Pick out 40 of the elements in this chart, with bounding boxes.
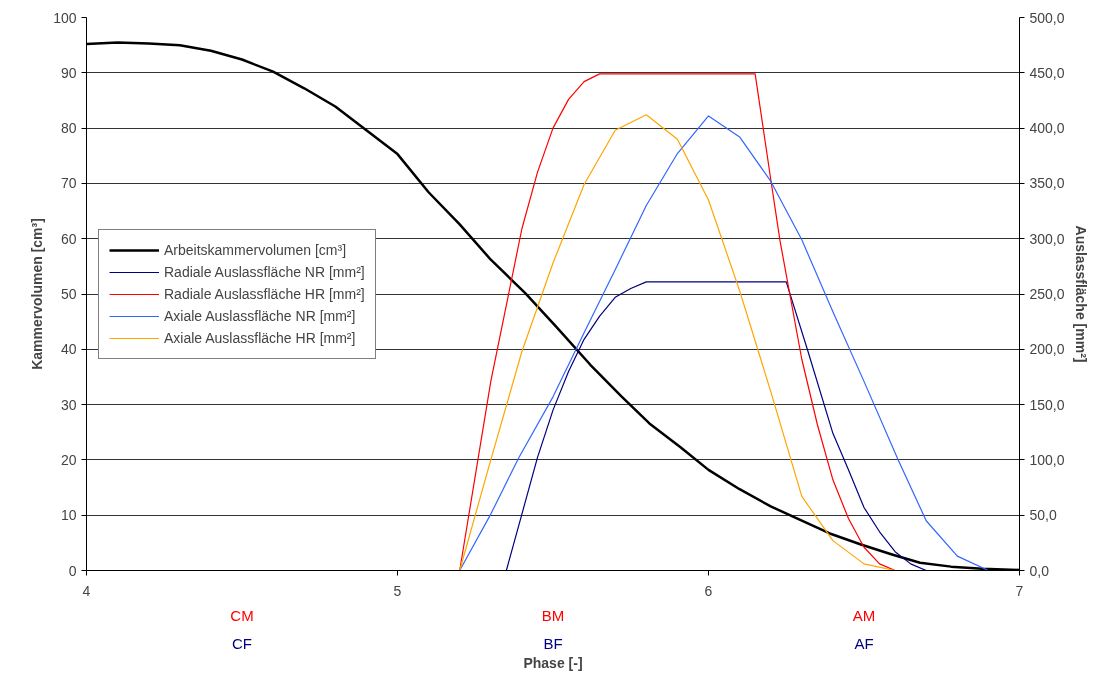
legend-label: Axiale Auslassfläche NR [mm²] — [164, 306, 356, 326]
y-tick-label: 60 — [60, 230, 77, 247]
text: BF — [543, 634, 563, 652]
text: AM — [852, 606, 876, 624]
x-tick-label: 4 — [82, 582, 91, 599]
y2-tick-label: 150,0 — [1029, 396, 1065, 413]
text: CM — [230, 606, 254, 624]
y-tick-label: 100 — [53, 9, 77, 26]
y-tick-label: 0 — [68, 562, 77, 579]
y-tick-label: 20 — [60, 451, 77, 468]
y2-tick-label: 500,0 — [1029, 9, 1065, 26]
y-tick-label: 90 — [60, 64, 77, 81]
text: CF — [232, 634, 252, 652]
x-tick-label: 6 — [704, 582, 713, 599]
y2-tick-label: 400,0 — [1029, 120, 1065, 137]
y-tick-label: 80 — [60, 120, 77, 137]
y-axis-title: Kammervolumen [cm³] — [29, 218, 46, 370]
legend-label: Axiale Auslassfläche HR [mm²] — [164, 328, 356, 348]
y-tick-label: 30 — [60, 396, 77, 413]
y-tick-label: 70 — [60, 175, 77, 192]
y2-tick-label: 50,0 — [1029, 507, 1057, 524]
y2-tick-label: 0,0 — [1029, 562, 1050, 579]
x-tick-label: 5 — [393, 582, 402, 599]
y2-tick-label: 350,0 — [1029, 175, 1065, 192]
text: BM — [541, 606, 565, 624]
legend-label: Radiale Auslassfläche HR [mm²] — [164, 284, 365, 304]
x-tick-label: 7 — [1015, 582, 1024, 599]
text: AF — [854, 634, 874, 652]
y2-tick-label: 300,0 — [1029, 230, 1065, 247]
x-axis-title: Phase [-] — [523, 654, 583, 671]
legend-label: Radiale Auslassfläche NR [mm²] — [164, 262, 365, 282]
legend-label: Arbeitskammervolumen [cm³] — [164, 240, 347, 260]
y2-tick-label: 100,0 — [1029, 451, 1065, 468]
y2-tick-label: 450,0 — [1029, 64, 1065, 81]
y2-tick-label: 200,0 — [1029, 341, 1065, 358]
y-tick-label: 10 — [60, 507, 77, 524]
y2-tick-label: 250,0 — [1029, 286, 1065, 302]
y-tick-label: 40 — [60, 341, 77, 358]
y-tick-label: 50 — [60, 286, 77, 302]
y2-axis-title: Auslassfläche [mm²] — [1072, 225, 1089, 363]
